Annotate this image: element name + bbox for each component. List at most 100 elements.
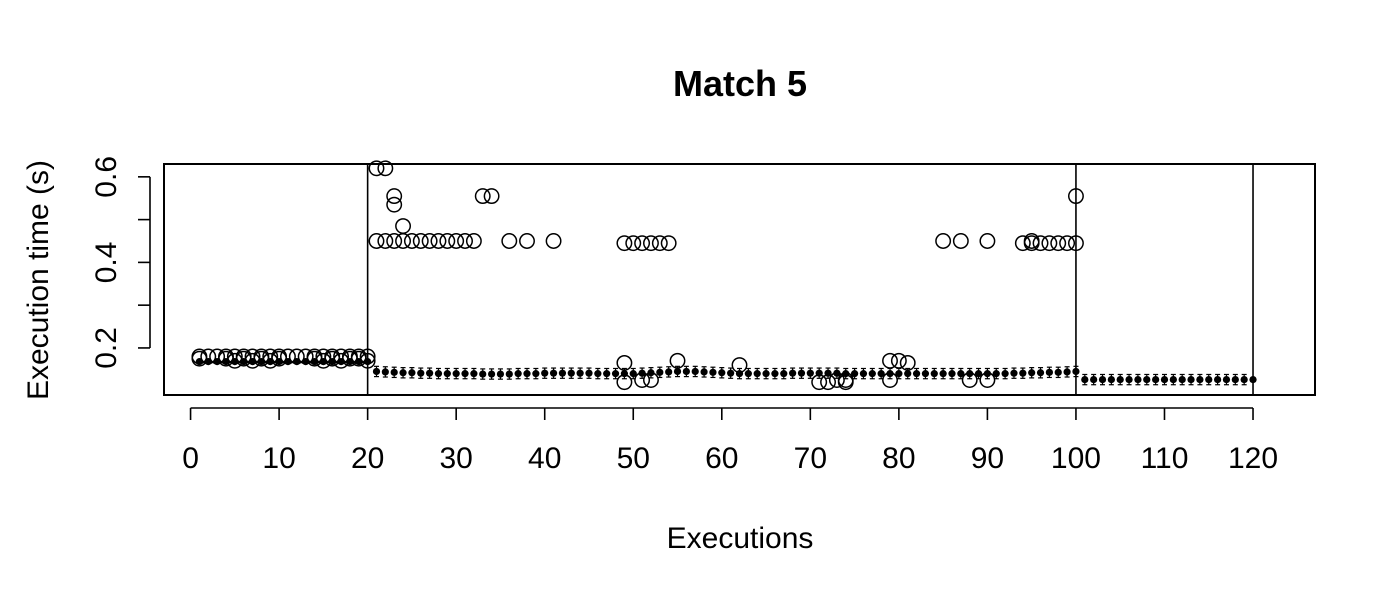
mean-point — [966, 370, 974, 378]
observation-point — [979, 372, 996, 388]
observation-point — [448, 233, 465, 249]
observation-point — [324, 348, 341, 365]
observation-series — [191, 160, 1084, 391]
mean-point — [496, 370, 505, 378]
observation-point — [882, 372, 898, 388]
mean-point — [1019, 369, 1027, 377]
observation-point — [457, 233, 473, 249]
mean-point — [1169, 376, 1177, 384]
mean-point — [904, 370, 912, 378]
mean-point — [523, 370, 531, 378]
mean-point — [1214, 376, 1222, 384]
mean-point — [957, 370, 965, 378]
mean-point — [1196, 376, 1204, 384]
observation-point — [288, 348, 305, 365]
mean-point — [443, 370, 451, 378]
mean-point — [877, 370, 885, 378]
observation-point — [616, 354, 633, 371]
observation-point — [616, 235, 633, 252]
observation-point — [811, 374, 828, 391]
observation-point — [200, 348, 217, 365]
observation-point — [625, 235, 642, 252]
observation-point — [333, 348, 350, 365]
observation-point — [235, 348, 252, 365]
observation-point — [979, 233, 996, 249]
observation-point — [226, 352, 243, 369]
mean-point — [806, 369, 814, 377]
observation-point — [386, 233, 403, 249]
mean-point — [656, 368, 664, 376]
mean-point — [1081, 376, 1089, 384]
reference-lines — [366, 164, 1254, 395]
y-axis: 0.2 0.4 0.6 — [90, 156, 151, 369]
mean-point — [974, 370, 983, 378]
mean-point — [1098, 376, 1107, 384]
observation-point — [660, 235, 677, 252]
mean-point — [1125, 376, 1133, 384]
observation-point — [519, 233, 535, 249]
mean-point — [930, 370, 938, 378]
mean-point — [709, 368, 717, 376]
mean-point — [851, 370, 859, 378]
observation-point — [359, 352, 376, 369]
mean-point — [1178, 376, 1186, 384]
observation-point — [465, 233, 482, 249]
observation-point — [1023, 235, 1040, 252]
mean-point — [780, 370, 788, 378]
x-tick-label: 120 — [1228, 442, 1278, 475]
observation-point — [474, 188, 491, 205]
y-tick-label: 0.4 — [90, 242, 123, 284]
mean-point — [859, 370, 868, 378]
mean-point — [1116, 376, 1124, 384]
observation-point — [191, 350, 208, 367]
mean-point — [939, 370, 947, 378]
observation-point — [731, 357, 748, 374]
mean-point — [629, 370, 637, 378]
mean-point — [1063, 368, 1071, 376]
mean-point — [886, 370, 894, 378]
mean-point — [921, 370, 930, 378]
mean-point — [585, 369, 593, 377]
mean-point — [682, 367, 690, 376]
observation-point — [350, 348, 367, 365]
x-tick-label: 40 — [528, 442, 561, 475]
mean-point — [691, 367, 699, 376]
mean-point — [532, 370, 540, 378]
observation-point — [1041, 235, 1058, 252]
observation-point — [368, 233, 385, 249]
x-tick-label: 20 — [351, 442, 384, 475]
x-tick-label: 50 — [617, 442, 650, 475]
y-tick-label: 0.2 — [90, 327, 123, 369]
observation-point — [952, 233, 969, 249]
observation-point — [643, 235, 659, 252]
observation-point — [421, 233, 438, 249]
mean-point — [408, 369, 416, 377]
mean-point — [700, 368, 708, 376]
observation-point — [643, 372, 659, 388]
mean-point — [992, 370, 1000, 378]
observation-point — [1032, 235, 1049, 252]
observation-point — [209, 348, 226, 365]
mean-point — [797, 369, 806, 377]
observation-point — [262, 348, 279, 365]
mean-point — [1045, 368, 1053, 376]
observation-point — [395, 233, 412, 249]
mean-point — [665, 368, 673, 376]
x-tick-label: 30 — [439, 442, 472, 475]
observation-point — [961, 372, 978, 388]
mean-point — [603, 370, 611, 378]
mean-point — [1187, 376, 1195, 384]
observation-point — [412, 233, 429, 249]
mean-point — [549, 369, 558, 377]
mean-point — [789, 369, 797, 377]
mean-point — [611, 370, 620, 378]
mean-point — [1152, 376, 1160, 384]
observation-point — [430, 233, 447, 249]
mean-point — [1054, 368, 1062, 376]
mean-point — [390, 368, 398, 376]
observation-point — [315, 348, 332, 365]
mean-point — [417, 369, 425, 377]
mean-point — [541, 369, 549, 377]
y-tick-label: 0.6 — [90, 156, 123, 198]
